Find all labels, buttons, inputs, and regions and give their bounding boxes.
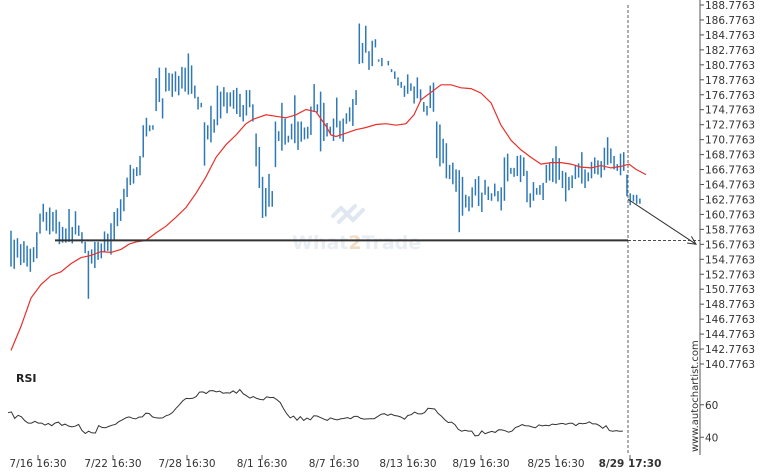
price-tick-label: 170.7763 bbox=[705, 135, 755, 147]
watermark-logo-icon bbox=[331, 204, 365, 224]
price-tick-label: 154.7763 bbox=[705, 254, 755, 266]
price-tick-label: 156.7763 bbox=[705, 239, 755, 251]
time-tick-label: 8/19 16:30 bbox=[452, 458, 509, 470]
moving-average-line bbox=[10, 84, 647, 351]
rsi-line bbox=[7, 388, 623, 437]
price-tick-label: 174.7763 bbox=[705, 105, 755, 117]
time-tick-label: 7/28 16:30 bbox=[158, 458, 215, 470]
watermark-text: What2Trade bbox=[292, 232, 421, 254]
time-tick-label: 8/29 17:30 bbox=[599, 458, 662, 470]
time-tick-label: 8/13 16:30 bbox=[379, 458, 436, 470]
price-tick-label: 168.7763 bbox=[705, 150, 755, 162]
price-tick-label: 176.7763 bbox=[705, 90, 755, 102]
price-tick-label: 182.7763 bbox=[705, 45, 755, 57]
rsi-plot-area bbox=[7, 388, 623, 437]
time-tick-label: 8/1 16:30 bbox=[237, 458, 288, 470]
price-tick-label: 184.7763 bbox=[705, 30, 755, 42]
rsi-label: RSI bbox=[16, 372, 37, 385]
price-plot-area bbox=[10, 5, 700, 455]
price-tick-label: 150.7763 bbox=[705, 284, 755, 296]
price-tick-label: 164.7763 bbox=[705, 180, 755, 192]
forecast-arrow bbox=[627, 198, 697, 245]
price-tick-label: 148.7763 bbox=[705, 299, 755, 311]
forecast-arrow-head bbox=[687, 236, 697, 245]
price-tick-label: 146.7763 bbox=[705, 314, 755, 326]
autochartist-brand: www.autochartist.com bbox=[690, 340, 701, 452]
price-tick-label: 160.7763 bbox=[705, 209, 755, 221]
time-axis: 7/16 16:30 7/22 16:30 7/28 16:30 8/1 16:30 8… bbox=[9, 455, 661, 470]
time-tick-label: 7/22 16:30 bbox=[84, 458, 141, 470]
price-tick-label: 152.7763 bbox=[705, 269, 755, 281]
price-tick-label: 180.7763 bbox=[705, 60, 755, 72]
what2trade-watermark: What2Trade bbox=[292, 204, 421, 254]
price-tick-label: 158.7763 bbox=[705, 224, 755, 236]
price-axis: 188.7763 186.7763 184.7763 182.7763 180.7763… bbox=[699, 0, 755, 455]
rsi-tick-label: 60 bbox=[705, 400, 718, 412]
price-tick-label: 188.7763 bbox=[705, 0, 755, 12]
price-tick-label: 140.7763 bbox=[705, 359, 755, 371]
price-tick-label: 172.7763 bbox=[705, 120, 755, 132]
price-tick-label: 178.7763 bbox=[705, 75, 755, 87]
price-tick-label: 166.7763 bbox=[705, 165, 755, 177]
time-tick-label: 7/16 16:30 bbox=[9, 458, 66, 470]
price-tick-label: 142.7763 bbox=[705, 344, 755, 356]
time-tick-label: 8/7 16:30 bbox=[309, 458, 360, 470]
price-tick-label: 186.7763 bbox=[705, 15, 755, 27]
rsi-tick-label: 40 bbox=[705, 432, 718, 444]
price-tick-label: 144.7763 bbox=[705, 329, 755, 341]
price-tick-label: 162.7763 bbox=[705, 194, 755, 206]
time-tick-label: 8/25 16:30 bbox=[527, 458, 584, 470]
rsi-axis: 60 40 bbox=[700, 400, 718, 444]
